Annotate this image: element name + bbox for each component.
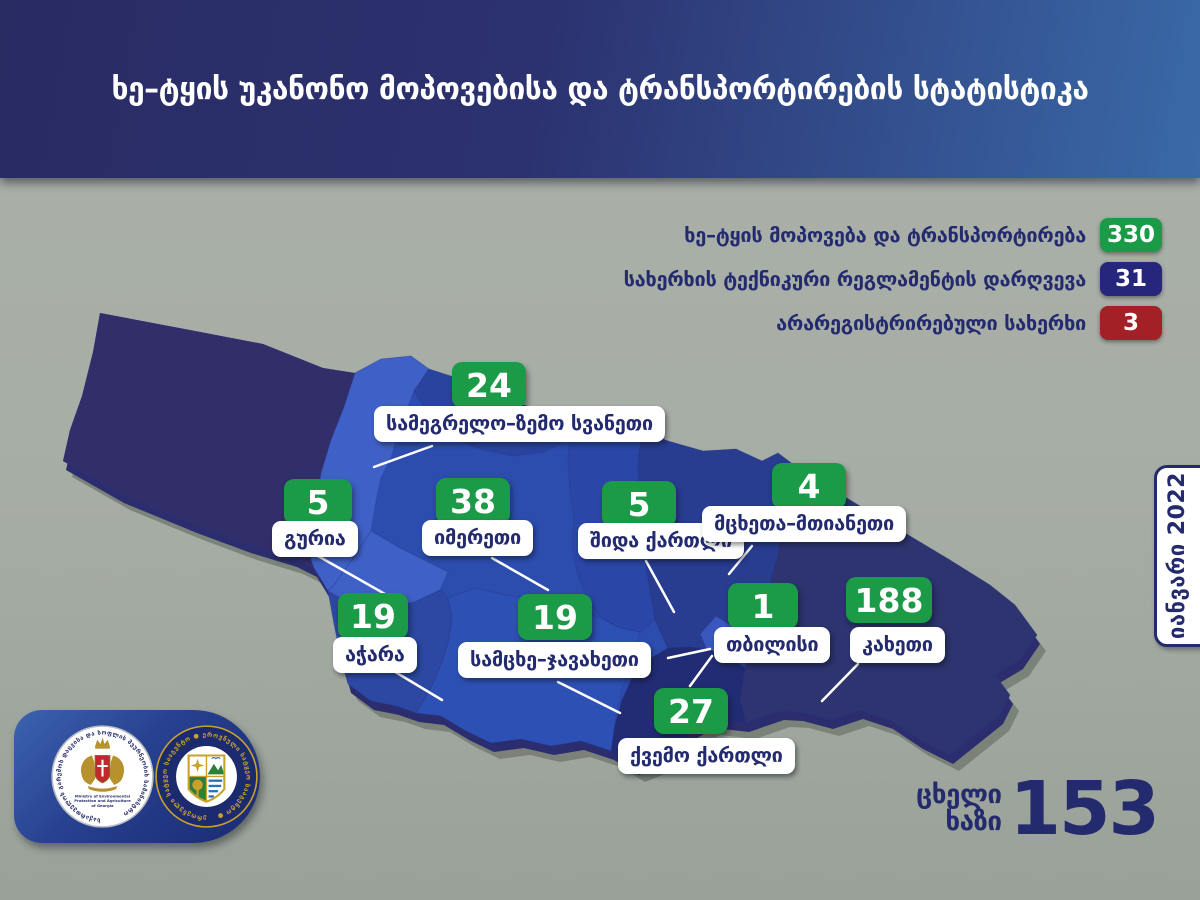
- legend-label: ხე–ტყის მოპოვება და ტრანსპორტირება: [684, 223, 1086, 247]
- region-count-badge: 24: [452, 362, 526, 408]
- region-count-badge: 27: [654, 688, 728, 734]
- legend-label: სახერხის ტექნიკური რეგლამენტის დარღვევა: [623, 267, 1087, 291]
- legend-value-badge: 31: [1100, 262, 1162, 296]
- legend-label: არარეგისტრირებული სახერხი: [776, 311, 1086, 335]
- ministry-sub1: Ministry of Environmental: [75, 795, 130, 799]
- legend-item-sawmill-regulation: სახერხის ტექნიკური რეგლამენტის დარღვევა …: [624, 262, 1162, 296]
- region-label: კახეთი: [850, 627, 945, 663]
- page-title: ხე–ტყის უკანონო მოპოვებისა და ტრანსპორტი…: [111, 71, 1089, 107]
- ministry-sub3: of Georgia: [91, 804, 114, 808]
- region-label: სამცხე–ჯავახეთი: [458, 642, 651, 678]
- region-count-badge: 188: [846, 577, 932, 623]
- legend-item-unregistered-sawmill: არარეგისტრირებული სახერხი 3: [776, 306, 1162, 340]
- region-label: სამეგრელო–ზემო სვანეთი: [374, 406, 665, 442]
- region-label: იმერეთი: [422, 520, 534, 556]
- region-count-badge: 4: [772, 463, 846, 509]
- region-count-badge: 5: [284, 479, 352, 525]
- region-count-badge: 38: [436, 478, 510, 524]
- ministry-logo-icon: საქართველოს გარემოს დაცვისა და სოფლის მე…: [51, 725, 154, 828]
- ministry-sub2: Protection and Agriculture: [74, 799, 131, 803]
- forestry-agency-logo-icon: ეროვნული სატყეო სააგენტო ● ეროვნული სატყ…: [155, 725, 258, 828]
- logo-pill: საქართველოს გარემოს დაცვისა და სოფლის მე…: [14, 710, 260, 843]
- date-label: იანვარი 2022: [1165, 472, 1190, 640]
- hotline-number: 153: [1009, 766, 1160, 852]
- region-count-badge: 1: [728, 583, 798, 629]
- hotline-word-1: ცხელი: [916, 780, 1002, 810]
- region-count-badge: 5: [602, 481, 676, 527]
- region-count-badge: 19: [518, 594, 592, 640]
- hotline-word-2: ხაზი: [945, 807, 1002, 837]
- region-count-badge: 19: [338, 593, 408, 639]
- legend-item-harvesting: ხე–ტყის მოპოვება და ტრანსპორტირება 330: [684, 218, 1162, 252]
- date-tab: იანვარი 2022: [1154, 465, 1200, 647]
- hotline-label: ცხელი ხაზი: [916, 780, 1002, 837]
- region-label: მცხეთა–მთიანეთი: [702, 506, 906, 542]
- region-label: ქვემო ქართლი: [618, 738, 795, 774]
- region-label: თბილისი: [714, 627, 831, 663]
- region-label: გურია: [272, 521, 358, 557]
- legend-value-badge: 3: [1100, 306, 1162, 340]
- legend-value-badge: 330: [1100, 218, 1162, 252]
- hotline: ცხელი ხაზი 153: [916, 766, 1160, 852]
- region-label: აჭარა: [333, 637, 417, 673]
- title-banner: ხე–ტყის უკანონო მოპოვებისა და ტრანსპორტი…: [0, 0, 1200, 178]
- region-abkhazia: [63, 313, 355, 568]
